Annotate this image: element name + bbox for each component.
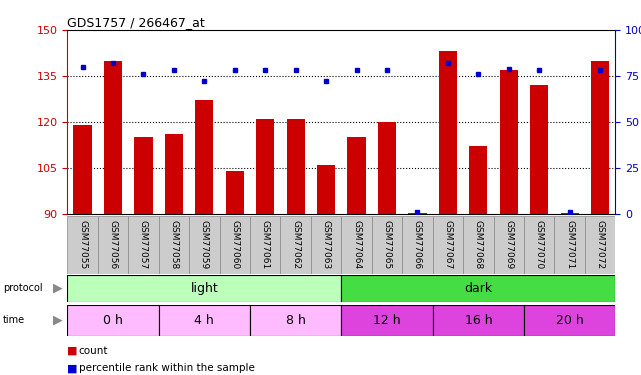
Bar: [463, 216, 494, 274]
Bar: [226, 171, 244, 214]
Bar: [372, 216, 403, 274]
Text: GSM77069: GSM77069: [504, 220, 513, 269]
Text: ▶: ▶: [53, 282, 63, 295]
Text: 16 h: 16 h: [465, 314, 492, 327]
Bar: [67, 275, 342, 302]
Bar: [378, 122, 396, 214]
Bar: [403, 216, 433, 274]
Text: GSM77061: GSM77061: [261, 220, 270, 269]
Text: GSM77071: GSM77071: [565, 220, 574, 269]
Bar: [97, 216, 128, 274]
Text: GSM77060: GSM77060: [230, 220, 239, 269]
Bar: [591, 61, 609, 214]
Bar: [196, 100, 213, 214]
Text: 0 h: 0 h: [103, 314, 123, 327]
Text: 20 h: 20 h: [556, 314, 583, 327]
Bar: [433, 216, 463, 274]
Bar: [281, 216, 311, 274]
Bar: [250, 305, 341, 336]
Bar: [494, 216, 524, 274]
Text: GSM77064: GSM77064: [352, 220, 361, 269]
Text: GDS1757 / 266467_at: GDS1757 / 266467_at: [67, 16, 205, 29]
Bar: [317, 165, 335, 214]
Bar: [560, 213, 579, 214]
Text: protocol: protocol: [3, 284, 43, 293]
Bar: [408, 213, 427, 214]
Text: GSM77059: GSM77059: [200, 220, 209, 269]
Text: GSM77065: GSM77065: [383, 220, 392, 269]
Text: GSM77072: GSM77072: [595, 220, 604, 269]
Bar: [73, 125, 92, 214]
Text: GSM77066: GSM77066: [413, 220, 422, 269]
Text: 8 h: 8 h: [286, 314, 306, 327]
Bar: [250, 216, 281, 274]
Bar: [469, 146, 488, 214]
Text: light: light: [190, 282, 218, 295]
Text: dark: dark: [464, 282, 492, 295]
Text: GSM77067: GSM77067: [444, 220, 453, 269]
Bar: [104, 61, 122, 214]
Text: GSM77057: GSM77057: [139, 220, 148, 269]
Bar: [524, 216, 554, 274]
Bar: [347, 137, 365, 214]
Bar: [524, 305, 615, 336]
Bar: [342, 305, 433, 336]
Text: GSM77062: GSM77062: [291, 220, 300, 269]
Text: ■: ■: [67, 363, 78, 373]
Bar: [500, 70, 518, 214]
Bar: [158, 216, 189, 274]
Bar: [67, 305, 158, 336]
Bar: [287, 119, 304, 214]
Text: percentile rank within the sample: percentile rank within the sample: [79, 363, 254, 373]
Text: GSM77063: GSM77063: [322, 220, 331, 269]
Text: ▶: ▶: [53, 314, 63, 327]
Bar: [67, 216, 97, 274]
Text: GSM77056: GSM77056: [108, 220, 117, 269]
Bar: [554, 216, 585, 274]
Text: ■: ■: [67, 346, 78, 355]
Bar: [134, 137, 153, 214]
Text: GSM77070: GSM77070: [535, 220, 544, 269]
Text: GSM77055: GSM77055: [78, 220, 87, 269]
Bar: [433, 305, 524, 336]
Bar: [158, 305, 250, 336]
Bar: [189, 216, 219, 274]
Bar: [128, 216, 158, 274]
Bar: [165, 134, 183, 214]
Text: 12 h: 12 h: [373, 314, 401, 327]
Text: GSM77068: GSM77068: [474, 220, 483, 269]
Bar: [342, 275, 615, 302]
Text: 4 h: 4 h: [194, 314, 214, 327]
Bar: [585, 216, 615, 274]
Bar: [342, 216, 372, 274]
Bar: [219, 216, 250, 274]
Bar: [438, 51, 457, 214]
Bar: [530, 85, 549, 214]
Text: count: count: [79, 346, 108, 355]
Text: time: time: [3, 315, 26, 325]
Bar: [311, 216, 341, 274]
Text: GSM77058: GSM77058: [169, 220, 178, 269]
Bar: [256, 119, 274, 214]
